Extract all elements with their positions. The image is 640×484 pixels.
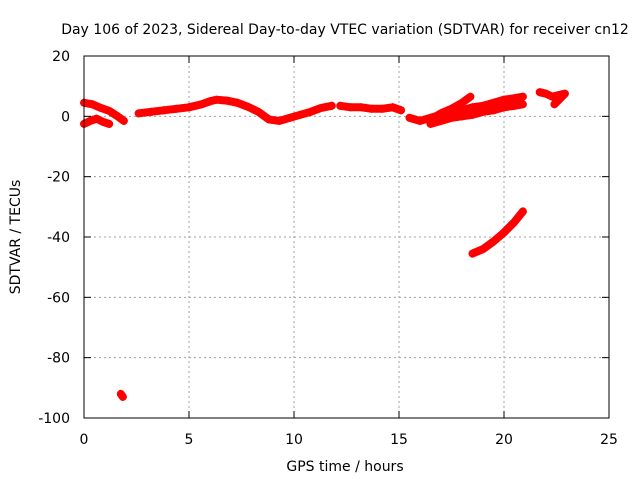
data-point [318, 103, 325, 112]
data-point [99, 117, 106, 126]
y-tick-label: -40 [47, 230, 70, 246]
data-point [244, 102, 251, 111]
data-point [198, 100, 205, 109]
data-point [469, 110, 476, 119]
data-point [551, 100, 558, 109]
data-point [490, 237, 497, 246]
label-layer: 0 5 10 15 20 25 20 0 -20 -40 -60 -80 -100 [38, 49, 618, 448]
data-point [160, 106, 167, 115]
data-point [543, 89, 549, 98]
data-point [120, 116, 127, 125]
data-point [286, 113, 293, 122]
series-track-descending-track [468, 207, 527, 258]
data-point [501, 228, 507, 237]
data-point [501, 103, 507, 112]
x-tick-label: 0 [80, 432, 89, 448]
data-point [119, 392, 126, 401]
data-point [93, 114, 100, 123]
data-point [459, 98, 465, 107]
data-point [427, 119, 434, 128]
data-point [511, 101, 518, 110]
data-point [379, 104, 386, 113]
data-layer [80, 88, 569, 401]
data-point [438, 116, 444, 125]
data-point [114, 112, 121, 121]
data-point [480, 107, 486, 116]
data-point [297, 110, 304, 119]
y-tick-label: -20 [47, 170, 70, 186]
data-point [337, 101, 344, 110]
data-point [213, 95, 220, 104]
data-point [173, 104, 180, 113]
data-point [148, 107, 155, 116]
chart-title: Day 106 of 2023, Sidereal Day-to-day VTE… [61, 22, 629, 38]
data-point [255, 107, 262, 116]
data-point [561, 89, 568, 98]
y-axis-label: SDTVAR / TECUs [8, 180, 24, 295]
y-tick-label: 20 [52, 49, 70, 65]
y-tick-label: 0 [61, 109, 70, 125]
data-point [186, 103, 192, 112]
data-point [501, 95, 507, 104]
y-tick-label: -100 [38, 411, 70, 427]
data-point [358, 103, 365, 112]
data-point [448, 113, 455, 122]
data-point [106, 106, 113, 115]
y-tick-label: -80 [47, 351, 70, 367]
data-point [490, 98, 497, 107]
data-point [448, 104, 455, 113]
x-tick-label: 5 [185, 432, 194, 448]
data-point [223, 96, 230, 105]
data-point [406, 113, 413, 122]
tick-layer [83, 55, 610, 419]
data-point [87, 116, 94, 125]
data-point [368, 104, 375, 113]
data-point [276, 116, 283, 125]
data-point [511, 94, 518, 103]
data-point [490, 106, 497, 115]
data-point [519, 92, 526, 101]
data-point [469, 249, 476, 258]
data-point [307, 107, 314, 116]
data-point [265, 115, 272, 124]
data-point [467, 92, 474, 101]
data-point [417, 116, 423, 125]
data-point [555, 91, 562, 100]
data-point [519, 207, 526, 216]
data-point [519, 100, 526, 109]
data-point [536, 88, 543, 97]
data-point [549, 92, 556, 101]
data-point [135, 109, 142, 118]
data-point [398, 106, 405, 115]
x-axis-label: GPS time / hours [286, 459, 403, 475]
data-point [328, 101, 335, 110]
y-tick-label: -60 [47, 290, 70, 306]
data-point [106, 119, 113, 128]
x-tick-label: 20 [495, 432, 513, 448]
x-tick-label: 15 [390, 432, 408, 448]
series-track-segment-d-branch-2 [426, 100, 527, 128]
data-point [480, 245, 486, 254]
x-tick-label: 25 [600, 432, 618, 448]
data-point [511, 217, 518, 226]
data-point [469, 103, 476, 112]
data-point [347, 103, 354, 112]
data-point [234, 98, 241, 107]
data-point [459, 112, 465, 121]
data-point [207, 97, 213, 106]
data-point [97, 103, 104, 112]
x-tick-label: 10 [285, 432, 303, 448]
data-point [438, 109, 444, 118]
data-point [89, 100, 96, 109]
data-point [389, 103, 396, 112]
